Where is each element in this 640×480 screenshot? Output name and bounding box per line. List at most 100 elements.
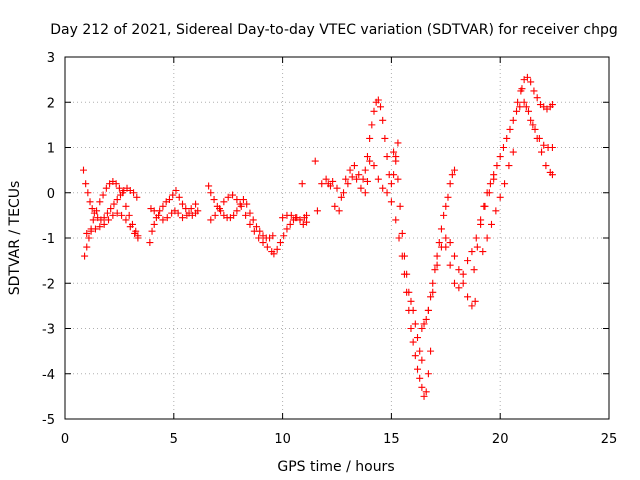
chart-title: Day 212 of 2021, Sidereal Day-to-day VTE… — [50, 22, 618, 38]
series-group — [424, 234, 479, 314]
data-point — [353, 175, 361, 183]
data-point — [313, 207, 321, 215]
data-point — [394, 139, 402, 147]
data-point — [527, 78, 535, 86]
data-point — [414, 365, 422, 373]
data-point — [237, 202, 245, 210]
data-point — [548, 101, 556, 109]
data-point — [542, 162, 550, 170]
data-point — [96, 223, 104, 231]
data-point — [522, 103, 530, 111]
x-tick-label: 5 — [170, 432, 178, 447]
y-tick-label: -3 — [42, 323, 55, 338]
series-group — [79, 166, 141, 224]
data-point — [146, 239, 154, 247]
data-point — [100, 220, 108, 228]
data-point — [210, 196, 218, 204]
data-point — [249, 216, 257, 224]
data-point — [163, 214, 171, 222]
data-point — [407, 325, 415, 332]
data-point — [446, 180, 454, 188]
data-point — [110, 200, 118, 208]
data-point — [246, 220, 254, 228]
data-point — [418, 383, 426, 391]
data-point — [134, 234, 142, 242]
data-point — [220, 198, 228, 206]
data-point — [518, 85, 526, 93]
data-point — [374, 96, 382, 104]
series-group — [324, 162, 367, 201]
data-point — [211, 211, 219, 219]
data-point — [480, 202, 488, 210]
data-point — [179, 200, 187, 208]
data-point — [150, 220, 158, 228]
data-point — [229, 191, 237, 199]
data-point — [242, 211, 250, 219]
data-point — [505, 162, 513, 170]
data-point — [379, 116, 387, 124]
data-point — [420, 320, 428, 328]
data-point — [89, 216, 97, 224]
data-point — [499, 144, 507, 151]
data-point — [84, 189, 92, 197]
data-point — [205, 182, 213, 190]
data-point — [159, 202, 167, 210]
data-point — [337, 193, 345, 201]
plot-frame — [64, 56, 610, 420]
data-point — [318, 180, 326, 188]
data-point — [150, 207, 158, 215]
data-point — [394, 175, 402, 183]
data-point — [368, 121, 376, 129]
data-point — [396, 202, 404, 210]
data-point — [429, 279, 437, 287]
data-point — [122, 216, 130, 224]
data-point — [194, 207, 202, 215]
data-point — [340, 189, 348, 197]
data-point — [390, 148, 398, 156]
data-point — [361, 166, 369, 174]
data-point — [355, 171, 363, 179]
data-point — [506, 125, 514, 133]
series-group — [418, 166, 459, 332]
data-point — [344, 180, 352, 188]
data-point — [471, 297, 479, 305]
data-point — [322, 175, 330, 183]
data-point — [357, 184, 365, 192]
data-point — [470, 266, 478, 274]
data-point — [112, 180, 120, 188]
data-point — [155, 211, 163, 219]
data-point — [516, 103, 524, 111]
data-point — [400, 252, 408, 260]
data-point — [411, 320, 419, 328]
data-point — [91, 225, 99, 233]
data-point — [103, 209, 111, 217]
y-tick-label: 0 — [47, 187, 55, 202]
data-point — [303, 218, 311, 226]
data-point — [100, 214, 108, 222]
data-point — [279, 214, 287, 222]
data-point — [224, 193, 232, 201]
data-point — [192, 200, 200, 208]
data-point — [83, 229, 91, 237]
data-point — [420, 392, 428, 400]
data-point — [207, 189, 215, 197]
grid-lines — [65, 57, 609, 419]
data-point — [133, 193, 141, 201]
data-point — [311, 157, 319, 165]
data-point — [444, 193, 452, 201]
data-point — [175, 193, 183, 201]
data-point — [125, 211, 133, 219]
data-point — [81, 252, 89, 260]
y-tick-label: 2 — [47, 96, 55, 111]
data-point — [99, 191, 107, 199]
data-point — [298, 180, 306, 188]
data-point — [530, 87, 538, 95]
data-point — [85, 234, 93, 242]
data-point — [243, 200, 251, 208]
data-point — [409, 306, 417, 314]
data-point — [86, 198, 94, 206]
data-point — [424, 370, 432, 378]
data-point — [263, 243, 271, 251]
data-point — [392, 157, 400, 165]
data-point — [433, 261, 441, 269]
